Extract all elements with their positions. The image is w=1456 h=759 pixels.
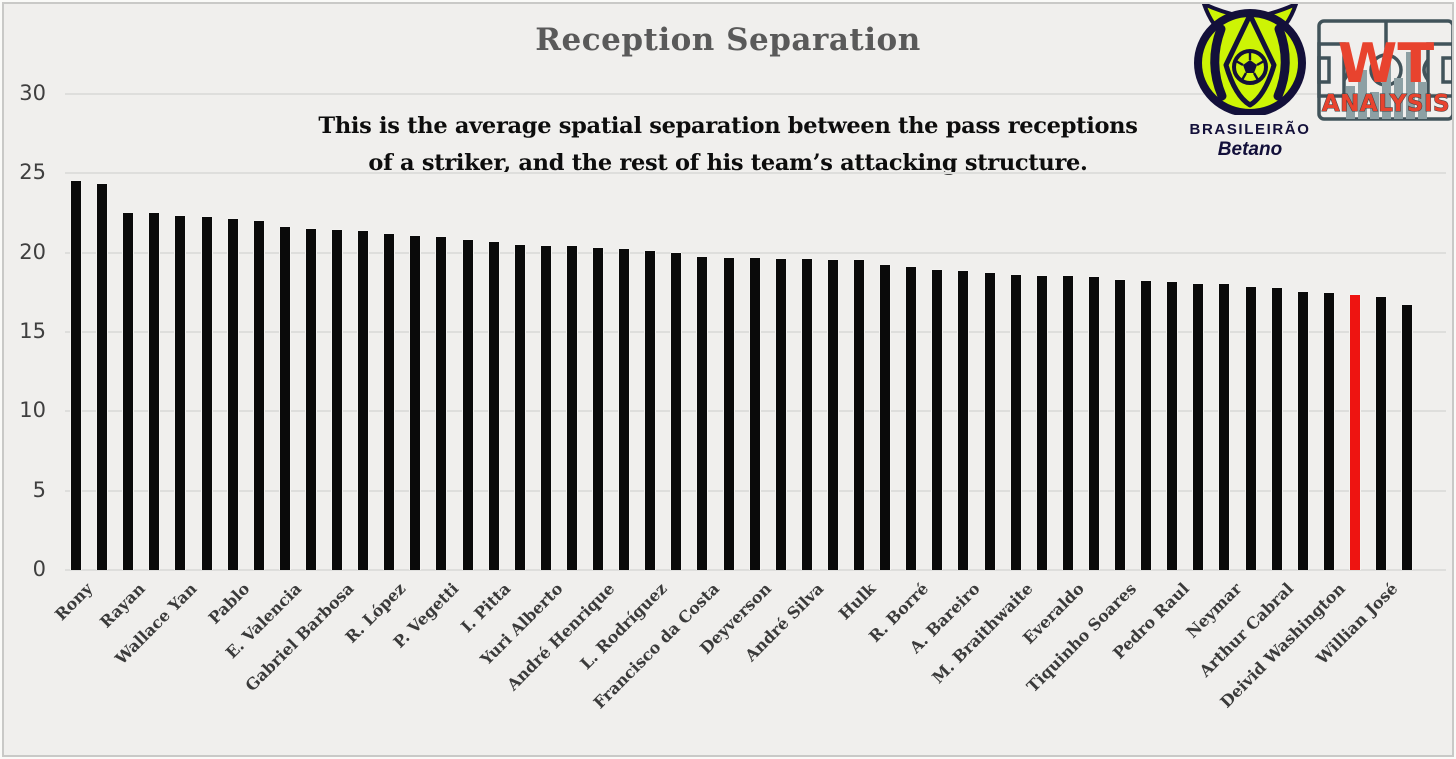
- bar-andr-henrique: [593, 247, 604, 570]
- y-axis-tick-5: 5: [32, 477, 46, 502]
- bar: [253, 220, 264, 570]
- bar-pablo: [227, 219, 238, 570]
- wt-analysis-logo: WT ANALYSIS: [1316, 18, 1456, 126]
- bar: [619, 249, 630, 570]
- bar-highlighted: [1349, 294, 1360, 570]
- analysis-label: ANALYSIS: [1322, 91, 1450, 117]
- bar: [1088, 277, 1099, 570]
- y-axis-tick-0: 0: [32, 557, 46, 581]
- bar: [723, 258, 734, 570]
- bar-neymar: [1219, 284, 1230, 570]
- bar: [358, 231, 369, 570]
- bar-deyverson: [749, 258, 760, 570]
- bar: [827, 259, 838, 570]
- bar-deivid-washington: [1323, 293, 1334, 570]
- bar-tiquinho-soares: [1115, 280, 1126, 570]
- bar: [201, 216, 212, 570]
- bar-a-bareiro: [958, 270, 969, 570]
- x-label-arthur-cabral: Arthur Cabral: [1195, 579, 1298, 681]
- bar-willian-jos-: [1376, 297, 1387, 570]
- wt-logo-bars: [1346, 52, 1427, 119]
- subtitle-line-1: This is the average spatial separation b…: [318, 113, 1138, 139]
- bar: [462, 239, 473, 570]
- gridline-y-30: [65, 93, 1446, 95]
- bar: [932, 270, 943, 570]
- bar-gabriel-barbosa: [332, 229, 343, 570]
- y-axis-tick-20: 20: [19, 239, 46, 264]
- y-axis-tick-30: 30: [19, 81, 46, 105]
- gridline-y-20: [65, 251, 1446, 254]
- bar: [880, 264, 891, 570]
- betano-label: Betano: [1217, 139, 1283, 160]
- bar: [566, 246, 577, 570]
- bar-yuri-alberto: [540, 245, 551, 570]
- bar: [410, 236, 421, 570]
- bar-rayan: [123, 213, 134, 570]
- bar-rony: [71, 181, 82, 570]
- y-axis-tick-25: 25: [19, 160, 46, 185]
- bar: [1245, 286, 1256, 570]
- bar-i-pitta: [488, 242, 499, 570]
- brasileirao-badge: BRASILEIRÃO Betano: [1186, 2, 1314, 161]
- bar: [984, 273, 995, 570]
- page-title: Reception Separation: [535, 22, 921, 58]
- bar-arthur-cabral: [1271, 288, 1282, 570]
- y-axis-tick-10: 10: [19, 398, 46, 423]
- bar-pedro-raul: [1167, 282, 1178, 570]
- gridline-y-0: [65, 569, 1446, 571]
- chart-subtitle: This is the average spatial separation b…: [0, 108, 1456, 182]
- bar-p-vegetti: [436, 236, 447, 570]
- bar-everaldo: [1062, 276, 1073, 570]
- x-label-pablo: Pablo: [204, 579, 254, 628]
- x-label-hulk: Hulk: [835, 579, 880, 624]
- wt-label: WT: [1338, 32, 1435, 95]
- bar-m-braithwaite: [1010, 274, 1021, 570]
- subtitle-line-2: of a striker, and the rest of his team’s…: [368, 150, 1088, 176]
- bar: [514, 244, 525, 570]
- bar-wallace-yan: [175, 216, 186, 570]
- brasileirao-logo-icon: [1194, 2, 1306, 117]
- bar: [305, 228, 316, 570]
- bar-francisco-da-costa: [697, 256, 708, 570]
- bar-r-l-pez: [384, 234, 395, 570]
- bar: [1402, 305, 1413, 570]
- y-axis-tick-15: 15: [19, 319, 46, 343]
- bar-hulk: [854, 259, 865, 570]
- bar: [671, 253, 682, 570]
- bar: [149, 213, 160, 570]
- bar: [775, 259, 786, 570]
- bar: [1193, 283, 1204, 570]
- bar: [97, 184, 108, 570]
- bar: [1141, 281, 1152, 570]
- bar: [1036, 275, 1047, 570]
- bar-andr-silva: [801, 259, 812, 570]
- x-label-rony: Rony: [51, 579, 97, 625]
- brasileirao-label: BRASILEIRÃO: [1189, 121, 1311, 138]
- bar-e-valencia: [279, 227, 290, 570]
- bar-r-borr-: [906, 266, 917, 570]
- bar-l-rodr-guez: [645, 251, 656, 570]
- gridline-y-25: [65, 172, 1446, 175]
- bar: [1297, 291, 1308, 570]
- wt-analysis-logo-icon: WT ANALYSIS: [1317, 19, 1455, 121]
